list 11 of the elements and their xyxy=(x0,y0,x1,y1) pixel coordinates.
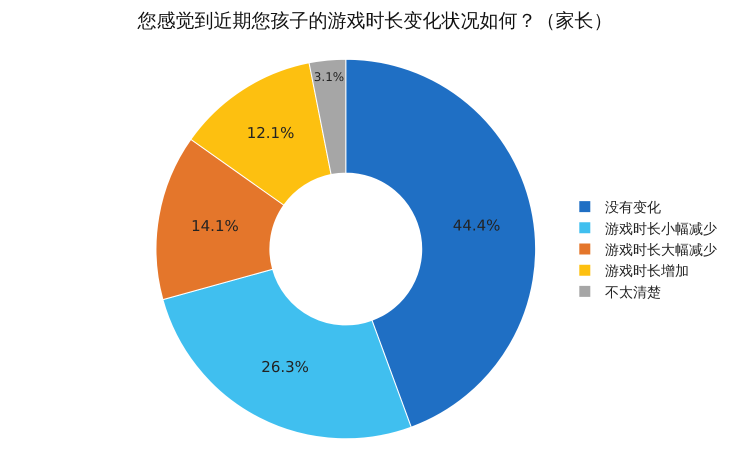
legend-label: 不太清楚 xyxy=(604,284,661,301)
data-label: 44.4% xyxy=(452,216,500,235)
data-label: 26.3% xyxy=(261,358,309,376)
legend-label: 没有变化 xyxy=(604,200,661,216)
legend-label: 游戏时长大幅减少 xyxy=(604,242,717,258)
data-label: 3.1% xyxy=(314,70,344,84)
data-label: 14.1% xyxy=(191,217,239,236)
chart-title: 您感觉到近期您孩子的游戏时长变化状况如何？（家长） xyxy=(136,10,612,32)
data-label: 12.1% xyxy=(246,124,294,142)
legend-label: 游戏时长增加 xyxy=(604,264,689,280)
legend-label: 游戏时长小幅减少 xyxy=(604,221,717,238)
